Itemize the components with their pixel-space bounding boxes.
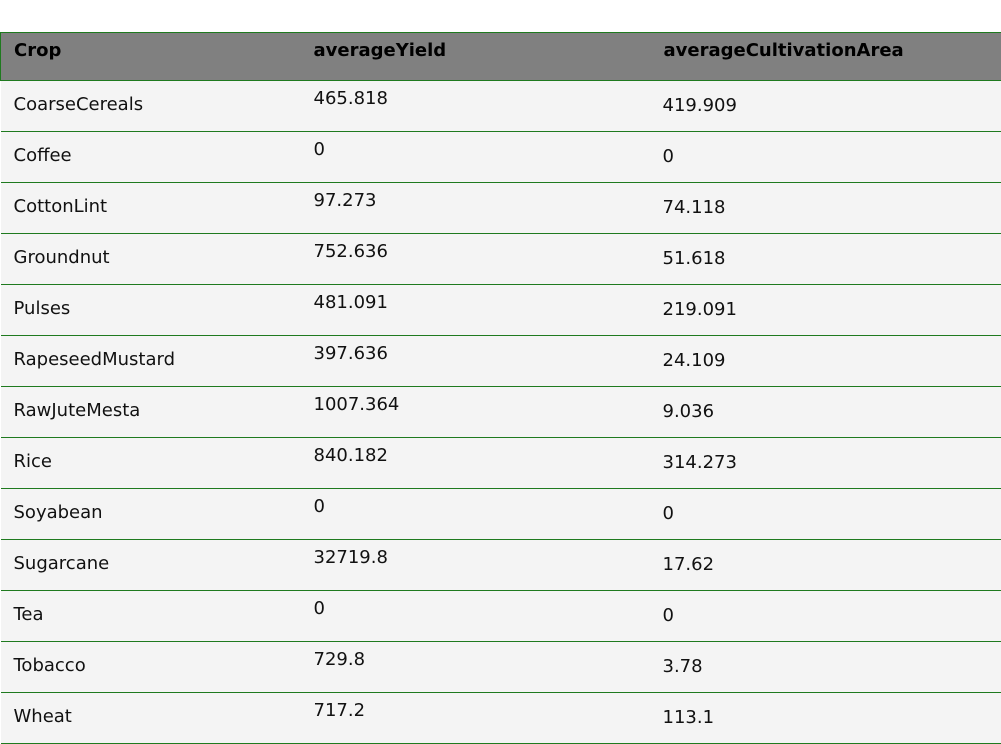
header-row: Crop averageYield averageCultivationArea — [1, 33, 1001, 81]
table-row: RawJuteMesta 1007.364 9.036 — [1, 387, 1001, 438]
cell-average-cultivation-area: 0 — [651, 489, 1001, 540]
crop-table-container: Crop averageYield averageCultivationArea… — [0, 32, 1001, 744]
cell-average-cultivation-area: 3.78 — [651, 642, 1001, 693]
table-row: Groundnut 752.636 51.618 — [1, 234, 1001, 285]
cell-average-cultivation-area: 17.62 — [651, 540, 1001, 591]
table-row: Coffee 0 0 — [1, 132, 1001, 183]
cell-crop: RawJuteMesta — [1, 387, 301, 438]
cell-crop: Coffee — [1, 132, 301, 183]
cell-crop: Soyabean — [1, 489, 301, 540]
cell-average-cultivation-area: 24.109 — [651, 336, 1001, 387]
cell-average-yield: 97.273 — [301, 183, 651, 234]
table-row: Wheat 717.2 113.1 — [1, 693, 1001, 744]
cell-average-yield: 0 — [301, 132, 651, 183]
cell-average-cultivation-area: 314.273 — [651, 438, 1001, 489]
column-header-average-cultivation-area[interactable]: averageCultivationArea — [651, 33, 1001, 81]
table-row: CottonLint 97.273 74.118 — [1, 183, 1001, 234]
cell-average-cultivation-area: 419.909 — [651, 81, 1001, 132]
cell-average-cultivation-area: 0 — [651, 591, 1001, 642]
cell-average-cultivation-area: 51.618 — [651, 234, 1001, 285]
cell-average-cultivation-area: 9.036 — [651, 387, 1001, 438]
cell-average-yield: 717.2 — [301, 693, 651, 744]
table-body: CoarseCereals 465.818 419.909 Coffee 0 0… — [1, 81, 1001, 744]
table-row: Tobacco 729.8 3.78 — [1, 642, 1001, 693]
column-header-average-yield[interactable]: averageYield — [301, 33, 651, 81]
cell-crop: RapeseedMustard — [1, 336, 301, 387]
cell-crop: CottonLint — [1, 183, 301, 234]
cell-crop: Tobacco — [1, 642, 301, 693]
cell-average-cultivation-area: 219.091 — [651, 285, 1001, 336]
cell-crop: CoarseCereals — [1, 81, 301, 132]
table-row: Tea 0 0 — [1, 591, 1001, 642]
cell-crop: Groundnut — [1, 234, 301, 285]
table-row: Pulses 481.091 219.091 — [1, 285, 1001, 336]
cell-average-yield: 0 — [301, 591, 651, 642]
cell-average-cultivation-area: 0 — [651, 132, 1001, 183]
cell-crop: Rice — [1, 438, 301, 489]
cell-average-yield: 840.182 — [301, 438, 651, 489]
cell-average-yield: 729.8 — [301, 642, 651, 693]
cell-crop: Pulses — [1, 285, 301, 336]
table-row: Rice 840.182 314.273 — [1, 438, 1001, 489]
table-row: RapeseedMustard 397.636 24.109 — [1, 336, 1001, 387]
cell-average-yield: 32719.8 — [301, 540, 651, 591]
cell-average-yield: 465.818 — [301, 81, 651, 132]
cell-average-cultivation-area: 113.1 — [651, 693, 1001, 744]
column-header-crop[interactable]: Crop — [1, 33, 301, 81]
table-row: Sugarcane 32719.8 17.62 — [1, 540, 1001, 591]
cell-average-cultivation-area: 74.118 — [651, 183, 1001, 234]
cell-crop: Tea — [1, 591, 301, 642]
cell-average-yield: 0 — [301, 489, 651, 540]
table-header: Crop averageYield averageCultivationArea — [1, 33, 1001, 81]
crop-table: Crop averageYield averageCultivationArea… — [0, 32, 1001, 744]
table-row: Soyabean 0 0 — [1, 489, 1001, 540]
cell-crop: Wheat — [1, 693, 301, 744]
cell-average-yield: 1007.364 — [301, 387, 651, 438]
cell-average-yield: 481.091 — [301, 285, 651, 336]
cell-average-yield: 397.636 — [301, 336, 651, 387]
table-row: CoarseCereals 465.818 419.909 — [1, 81, 1001, 132]
cell-crop: Sugarcane — [1, 540, 301, 591]
cell-average-yield: 752.636 — [301, 234, 651, 285]
